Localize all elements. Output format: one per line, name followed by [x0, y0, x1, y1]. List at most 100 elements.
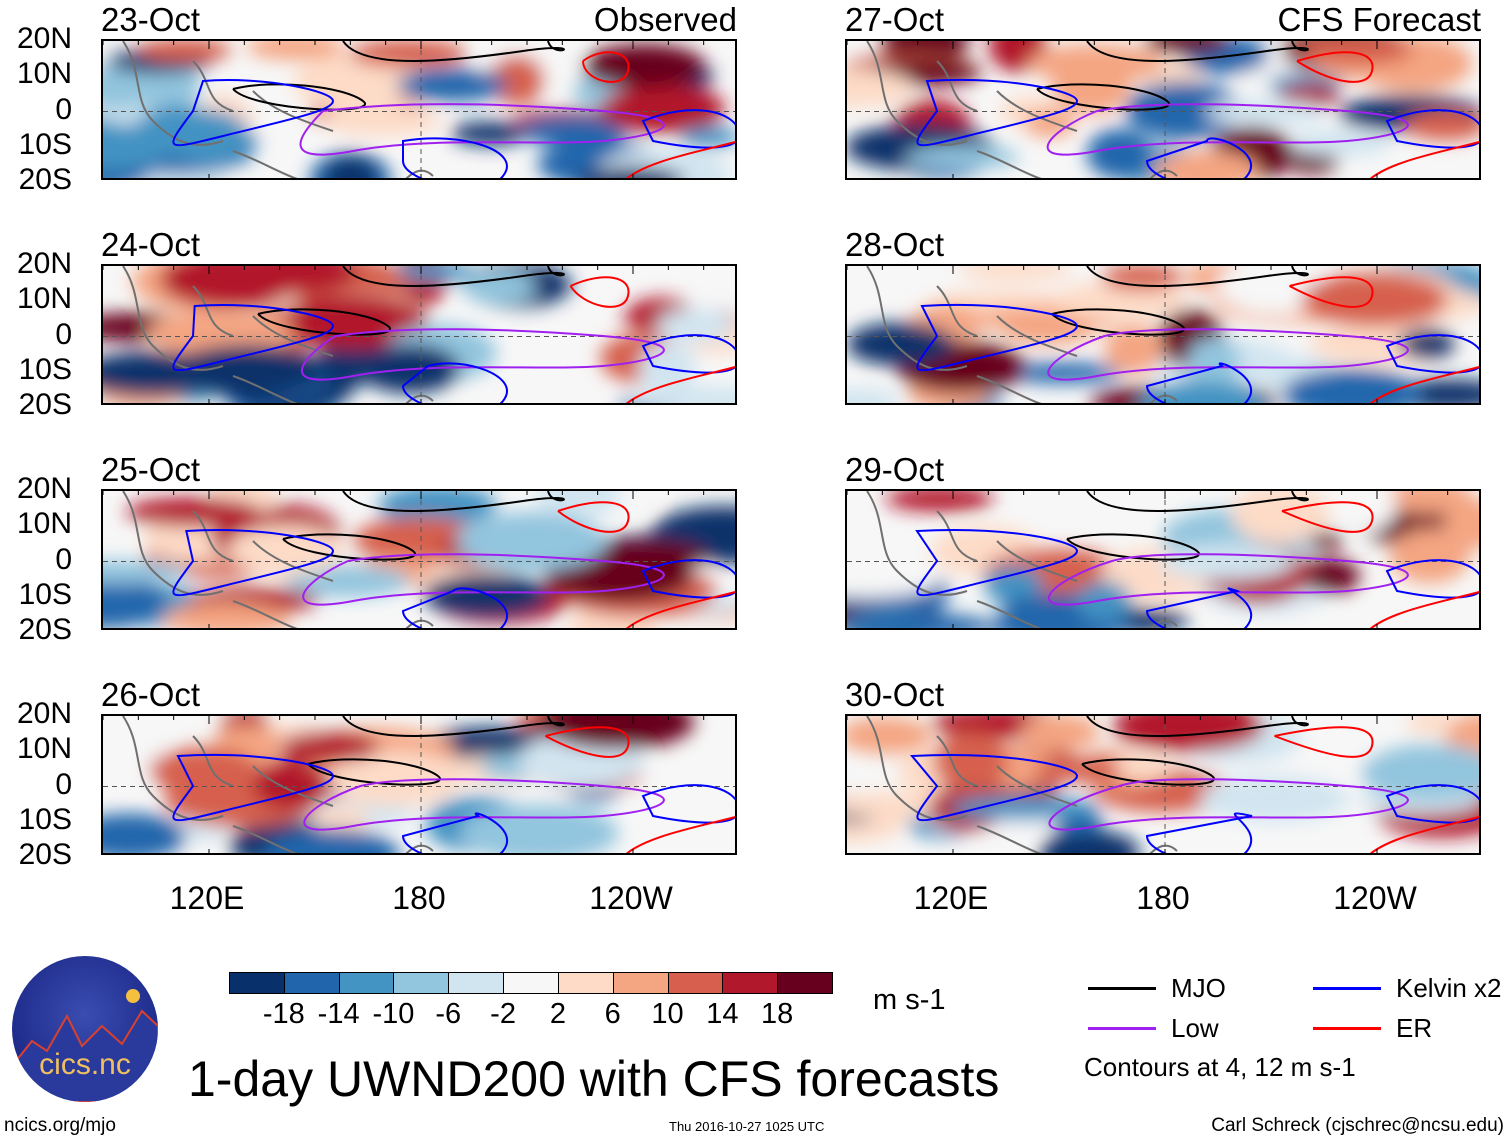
panel-date: 27-Oct	[845, 1, 945, 38]
wind-anomaly-patch	[293, 52, 418, 112]
map-panel	[101, 39, 737, 180]
wind-anomaly-patch	[1199, 775, 1350, 823]
panel-date: 29-Oct	[845, 451, 945, 488]
logo: cics.nc	[12, 956, 158, 1102]
wind-anomaly-patch	[1299, 558, 1360, 594]
er-contour	[1370, 591, 1479, 628]
lat-tick-label: 10S	[18, 127, 72, 161]
lat-tick-label: 10N	[16, 282, 72, 316]
wind-anomaly-patch	[933, 731, 1009, 792]
lat-tick-label: 20S	[18, 163, 72, 196]
wind-anomaly-patch	[450, 121, 527, 146]
figure-title: 1-day UWND200 with CFS forecasts	[188, 1051, 1000, 1107]
coastline	[122, 41, 434, 178]
wind-anomaly-patch	[329, 750, 464, 807]
lat-tick-label: 20S	[18, 838, 72, 871]
er-contour	[545, 726, 630, 758]
kelvin-contour	[401, 362, 508, 403]
lon-tick-label: 180	[392, 880, 446, 916]
colorbar-label: 14	[706, 998, 739, 1030]
lat-tick-label: 0	[55, 92, 72, 126]
wind-anomaly-patch	[162, 602, 293, 628]
low-contour	[1047, 553, 1409, 606]
kelvin-contour	[915, 529, 1079, 597]
wind-anomaly-patch	[396, 68, 508, 102]
legend-label: Kelvin x2	[1396, 973, 1502, 1003]
wind-anomaly-patch	[581, 43, 706, 89]
er-contour	[1296, 51, 1374, 83]
colorbar-swatch	[229, 972, 285, 994]
colorbar-label: -2	[490, 998, 516, 1030]
wind-anomaly-patch	[1404, 110, 1479, 141]
mjo-contour	[257, 308, 392, 336]
colorbar-label: 6	[604, 998, 621, 1030]
coastline	[122, 716, 434, 853]
colorbar-units: m s-1	[873, 984, 946, 1016]
kelvin-contour	[1145, 362, 1252, 403]
wind-anomaly-patch	[103, 560, 190, 585]
wind-anomaly-patch	[460, 270, 537, 304]
colorbar-swatch	[722, 972, 779, 994]
kelvin-contour	[402, 137, 508, 178]
colorbar-swatch	[448, 972, 505, 994]
map-panel	[101, 489, 737, 630]
kelvin-contour	[916, 79, 1079, 147]
wind-anomaly-patch	[847, 388, 900, 403]
lat-tick-label: 20S	[18, 613, 72, 646]
lat-tick-label: 10N	[16, 507, 72, 541]
mjo-contour	[342, 266, 565, 287]
wind-anomaly-patch	[847, 322, 955, 366]
wind-anomaly-patch	[1389, 528, 1470, 584]
colorbar-swatch	[777, 972, 833, 994]
wind-anomaly-patch	[396, 266, 473, 282]
lat-tick-label: 0	[55, 767, 72, 801]
wind-anomaly-patch	[234, 266, 358, 294]
wind-anomaly-patch	[948, 795, 1098, 821]
wind-anomaly-patch	[599, 84, 726, 134]
coastline	[866, 491, 1178, 628]
kelvin-contour	[641, 784, 735, 824]
wind-anomaly-patch	[1338, 491, 1397, 532]
panel-date: 30-Oct	[845, 676, 945, 713]
er-contour	[1281, 501, 1374, 533]
kelvin-contour	[172, 79, 335, 147]
kelvin-contour	[1145, 137, 1252, 178]
wind-anomaly-patch	[656, 308, 734, 344]
lon-tick-label: 120W	[589, 880, 673, 916]
legend-line-swatch	[1088, 1027, 1156, 1030]
coastline	[866, 716, 1178, 853]
wind-anomaly-patch	[1027, 44, 1165, 83]
lat-tick-label: 10S	[18, 577, 72, 611]
footer-credit: Carl Schreck (cjschrec@ncsu.edu)	[1211, 1115, 1504, 1136]
wind-anomaly-patch	[628, 386, 735, 403]
wind-anomaly-patch	[165, 109, 250, 166]
mjo-contour	[1086, 41, 1309, 62]
map-panel	[845, 714, 1481, 855]
kelvin-contour	[1385, 559, 1479, 599]
kelvin-contour	[1385, 334, 1479, 374]
low-contour	[1048, 778, 1409, 831]
coastline	[122, 491, 434, 628]
wind-anomaly-patch	[148, 746, 259, 795]
wind-anomaly-patch	[519, 116, 628, 147]
legend-label: MJO	[1171, 973, 1226, 1003]
wind-anomaly-patch	[320, 104, 442, 137]
colorbar-label: -6	[435, 998, 462, 1030]
wind-anomaly-patch	[103, 573, 166, 628]
kelvin-contour	[1145, 587, 1253, 628]
kelvin-contour	[1145, 812, 1253, 853]
mjo-contour	[1086, 716, 1309, 737]
wind-anomaly-patch	[957, 266, 1073, 281]
map-panel	[101, 714, 737, 855]
wind-anomaly-patch	[1003, 362, 1123, 384]
wind-anomaly-patch	[246, 41, 345, 60]
colorbar-label: 18	[761, 998, 794, 1030]
logo-mountains-icon	[12, 989, 158, 1102]
wind-anomaly-patch	[1288, 129, 1392, 157]
map-panel	[845, 39, 1481, 180]
er-contour	[1370, 366, 1479, 403]
er-contour	[1370, 816, 1479, 853]
colorbar-label: -14	[317, 998, 360, 1030]
wind-anomaly-patch	[1101, 266, 1183, 291]
mjo-contour	[342, 716, 565, 737]
